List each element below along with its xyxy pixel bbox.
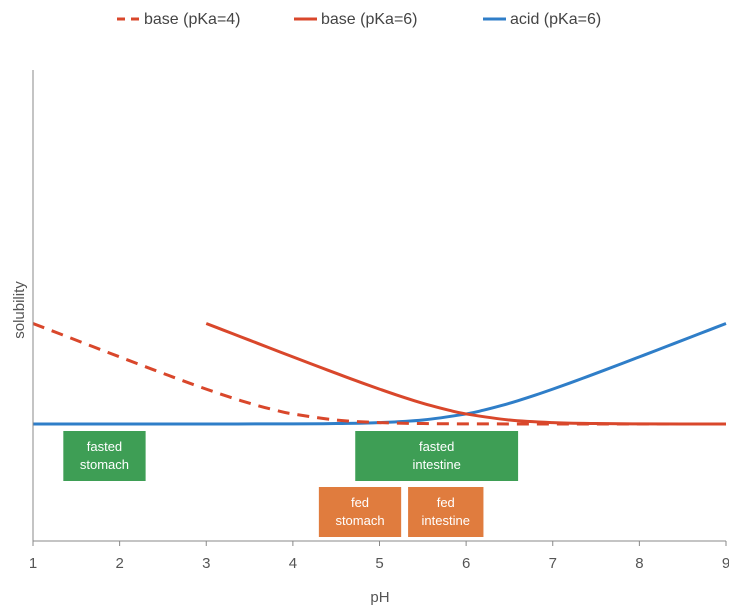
annotation-box-bg (355, 431, 519, 481)
legend-item: base (pKa=6) (294, 11, 418, 28)
annotation-box-bg (408, 487, 484, 537)
legend-item: acid (pKa=6) (483, 11, 601, 28)
annotation-box-fed-stomach: fed stomach (318, 487, 402, 537)
x-tick-label: 5 (375, 555, 383, 572)
x-tick-label: 2 (115, 555, 123, 572)
legend-label: acid (pKa=6) (510, 11, 601, 28)
legend: base (pKa=4) base (pKa=6) acid (pKa=6) (117, 11, 601, 28)
legend-label: base (pKa=6) (321, 11, 418, 28)
legend-item: base (pKa=4) (117, 11, 241, 28)
x-tick-label: 6 (462, 555, 470, 572)
series-line-base-pka-4 (33, 322, 726, 426)
annotation-text: stomach (335, 513, 384, 528)
x-tick-label: 1 (29, 555, 37, 572)
annotation-text: fed (437, 495, 455, 510)
annotation-text: fasted (419, 439, 454, 454)
annotation-box-bg (318, 487, 402, 537)
annotation-boxes: fastedstomachfastedintestinefedstomachfe… (63, 431, 519, 537)
series-lines (33, 322, 727, 426)
x-tick-label: 8 (635, 555, 643, 572)
annotation-text: intestine (422, 513, 470, 528)
annotation-text: intestine (412, 457, 460, 472)
legend-label: base (pKa=4) (144, 11, 241, 28)
x-axis-label: pH (370, 589, 389, 606)
x-tick-label: 4 (289, 555, 297, 572)
y-axis-label: solubility (11, 281, 28, 339)
x-ticks: 1 2 3 4 5 6 7 8 9 (29, 541, 729, 572)
annotation-box-fed-intestine: fed intestine (408, 487, 484, 537)
annotation-box-fasted-stomach: fasted stomach (63, 431, 146, 481)
series-line-base-pka-6 (205, 322, 727, 426)
annotation-text: stomach (80, 457, 129, 472)
series-line-acid-pka-6 (33, 322, 727, 426)
x-tick-label: 7 (549, 555, 557, 572)
x-tick-label: 9 (722, 555, 729, 572)
x-tick-label: 3 (202, 555, 210, 572)
annotation-box-bg (63, 431, 146, 481)
annotation-text: fed (351, 495, 369, 510)
annotation-text: fasted (87, 439, 122, 454)
annotation-box-fasted-intestine: fasted intestine (355, 431, 519, 481)
